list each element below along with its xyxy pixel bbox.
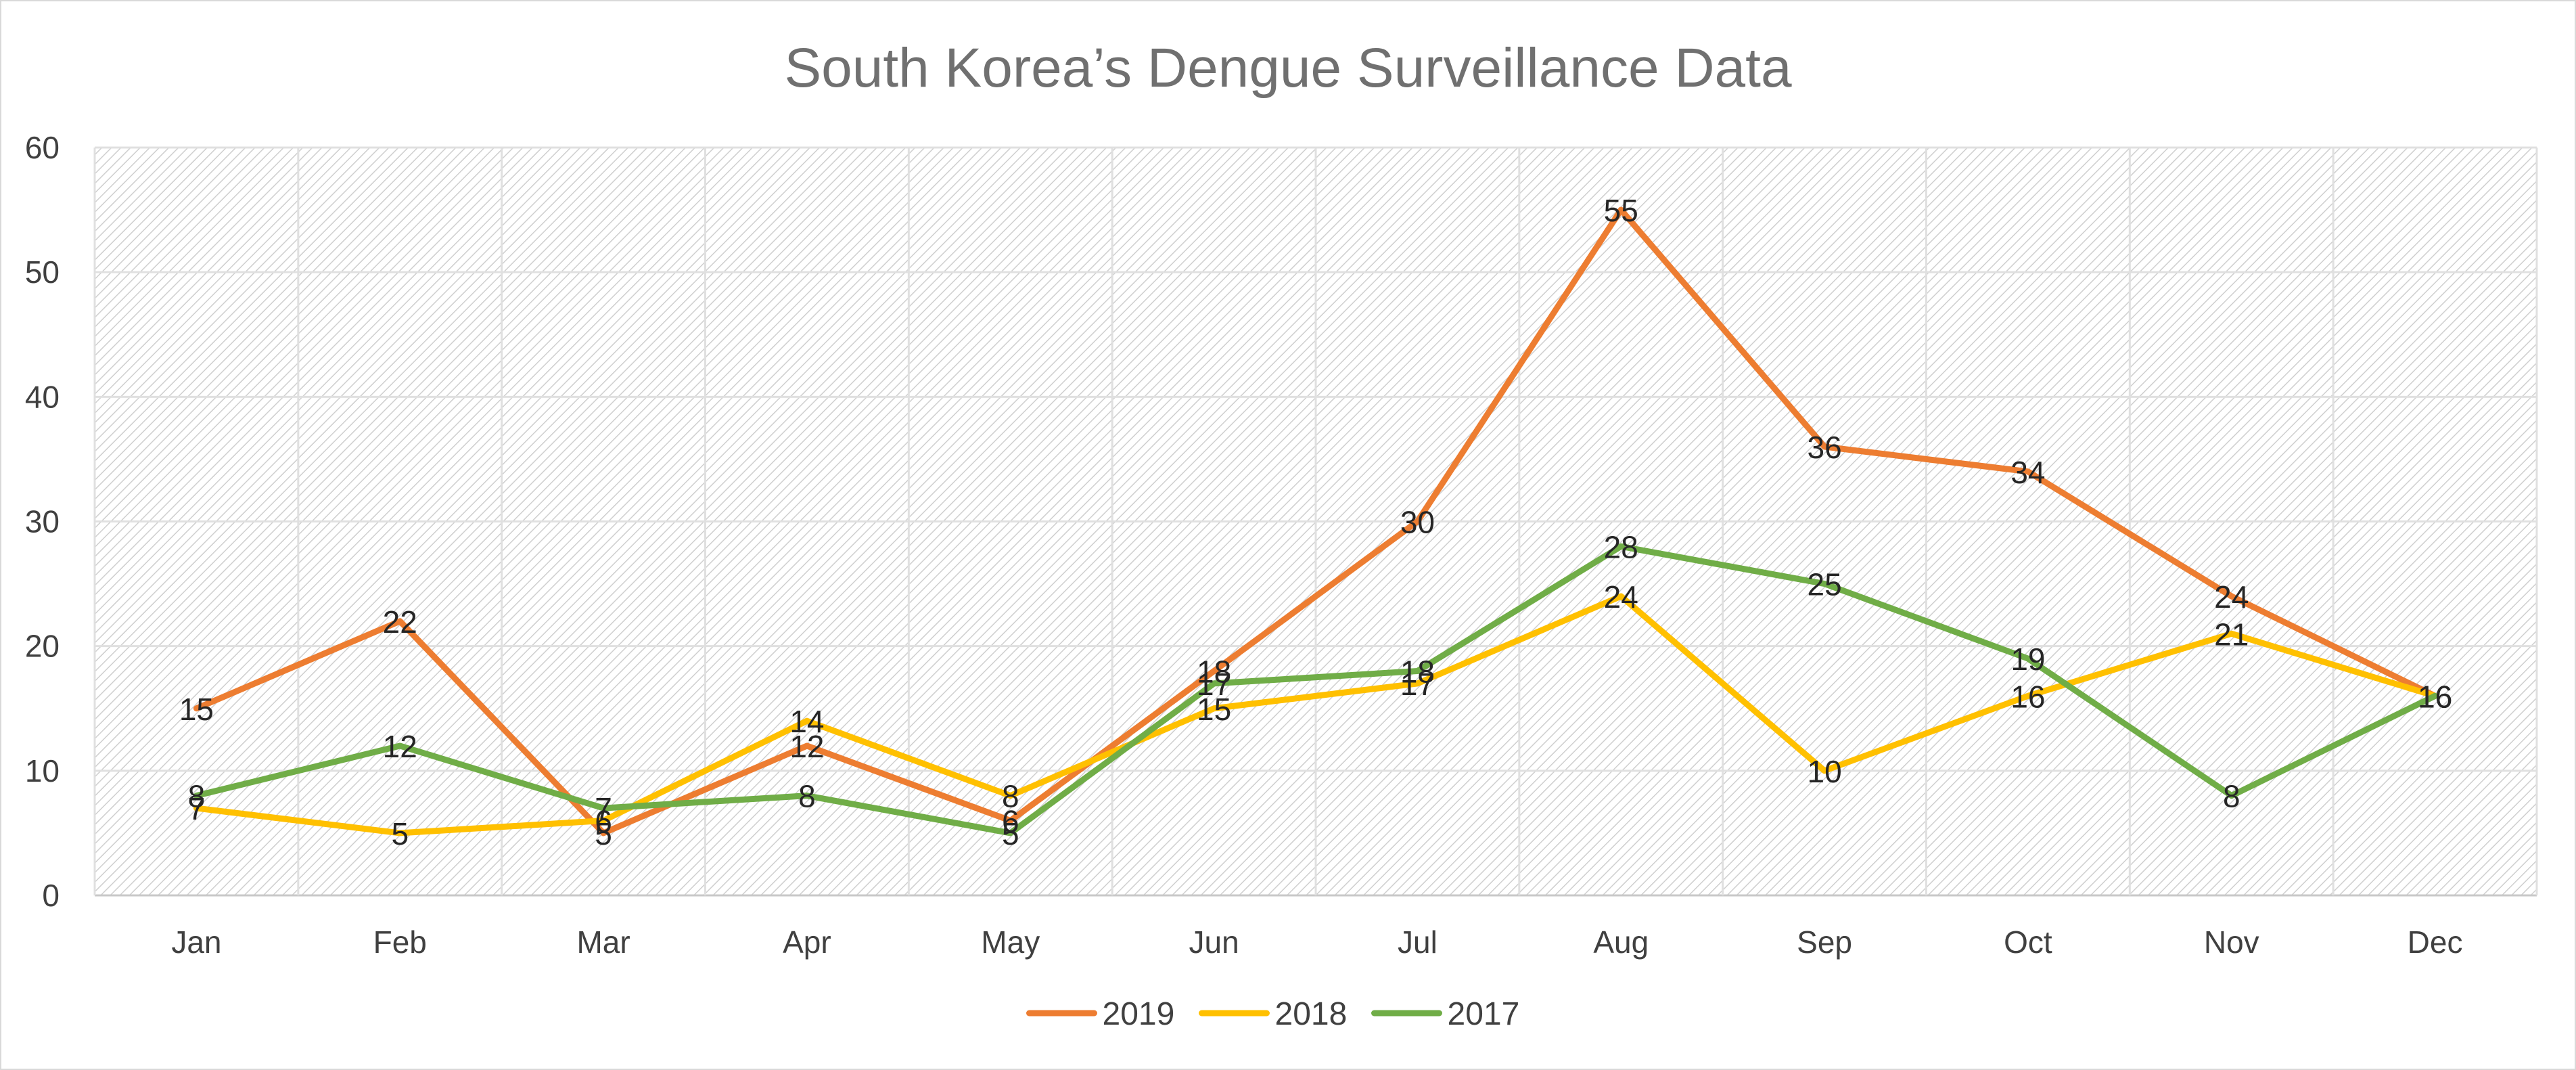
legend-label: 2017: [1448, 996, 1520, 1032]
data-label-2018: 15: [1197, 692, 1231, 727]
x-tick-label: Aug: [1593, 924, 1649, 960]
data-label-2017: 12: [383, 729, 417, 764]
data-label-2018: 16: [2010, 679, 2045, 714]
x-tick-label: Feb: [373, 924, 427, 960]
x-tick-label: Sep: [1797, 924, 1852, 960]
legend-label: 2019: [1103, 996, 1175, 1032]
legend-item-2019: 2019: [1026, 996, 1175, 1032]
legend-label: 2018: [1275, 996, 1348, 1032]
data-label-2019: 24: [2214, 579, 2249, 615]
x-tick-label: Nov: [2204, 924, 2259, 960]
data-label-2017: 17: [1197, 667, 1231, 702]
x-tick-label: Apr: [783, 924, 831, 960]
chart-title: South Korea’s Dengue Surveillance Data: [784, 37, 1791, 99]
data-label-2018: 14: [789, 704, 824, 739]
series-line-2018: [193, 593, 2439, 837]
data-label-2017: 19: [2010, 642, 2045, 677]
x-tick-label: Jan: [171, 924, 221, 960]
data-label-2017: 5: [1002, 816, 1019, 851]
x-tick-label: Oct: [2004, 924, 2052, 960]
legend-item-2017: 2017: [1371, 996, 1520, 1032]
data-label-2018: 8: [1002, 779, 1019, 814]
y-tick-label: 10: [25, 753, 60, 788]
y-tick-label: 60: [25, 130, 60, 165]
data-label-2018: 5: [391, 816, 409, 851]
data-label-2017: 7: [595, 791, 612, 826]
data-label-2017: 8: [188, 779, 206, 814]
x-tick-label: May: [981, 924, 1040, 960]
data-label-2019: 36: [1807, 430, 1841, 465]
data-label-2018: 16: [2418, 679, 2452, 714]
series-lines: [193, 206, 2439, 837]
data-label-2019: 30: [1400, 505, 1435, 540]
series-line-2017: [193, 543, 2439, 837]
y-tick-label: 30: [25, 504, 60, 539]
data-label-2017: 18: [1400, 654, 1435, 690]
y-tick-label: 20: [25, 629, 60, 664]
data-label-2019: 16: [2418, 679, 2452, 714]
x-tick-label: Dec: [2408, 924, 2463, 960]
data-label-2017: 8: [798, 779, 816, 814]
legend-item-2018: 2018: [1199, 996, 1348, 1032]
data-label-2019: 22: [383, 604, 417, 640]
data-label-2018: 17: [1400, 667, 1435, 702]
data-label-2018: 10: [1807, 754, 1841, 789]
x-tick-label: Jun: [1189, 924, 1239, 960]
data-label-2019: 34: [2010, 455, 2045, 490]
data-label-2019: 6: [1002, 804, 1019, 839]
data-label-2019: 15: [179, 692, 214, 727]
y-tick-label: 0: [42, 878, 60, 913]
x-tick-label: Mar: [576, 924, 630, 960]
data-label-2017: 28: [1604, 529, 1638, 564]
data-label-2019: 5: [595, 816, 612, 851]
data-label-2019: 55: [1604, 193, 1638, 228]
data-label-2017: 16: [2418, 679, 2452, 714]
data-label-2018: 6: [595, 804, 612, 839]
gridlines: [93, 146, 2538, 897]
x-tick-label: Jul: [1398, 924, 1438, 960]
data-label-2018: 21: [2214, 617, 2249, 652]
data-label-2018: 7: [188, 791, 206, 826]
data-label-2017: 25: [1807, 567, 1841, 602]
y-tick-label: 40: [25, 379, 60, 414]
data-label-2019: 18: [1197, 654, 1231, 690]
data-label-2017: 8: [2223, 779, 2240, 814]
x-axis: Jan Feb Mar Apr May Jun Jul Aug Sep Oct Nov Dec: [171, 924, 2462, 960]
y-tick-label: 50: [25, 254, 60, 290]
legend: 2019 2018 2017: [1026, 996, 1520, 1032]
y-axis: 0 10 20 30 40 50 60: [25, 130, 60, 913]
data-label-2018: 24: [1604, 579, 1638, 615]
data-label-2019: 12: [789, 729, 824, 764]
